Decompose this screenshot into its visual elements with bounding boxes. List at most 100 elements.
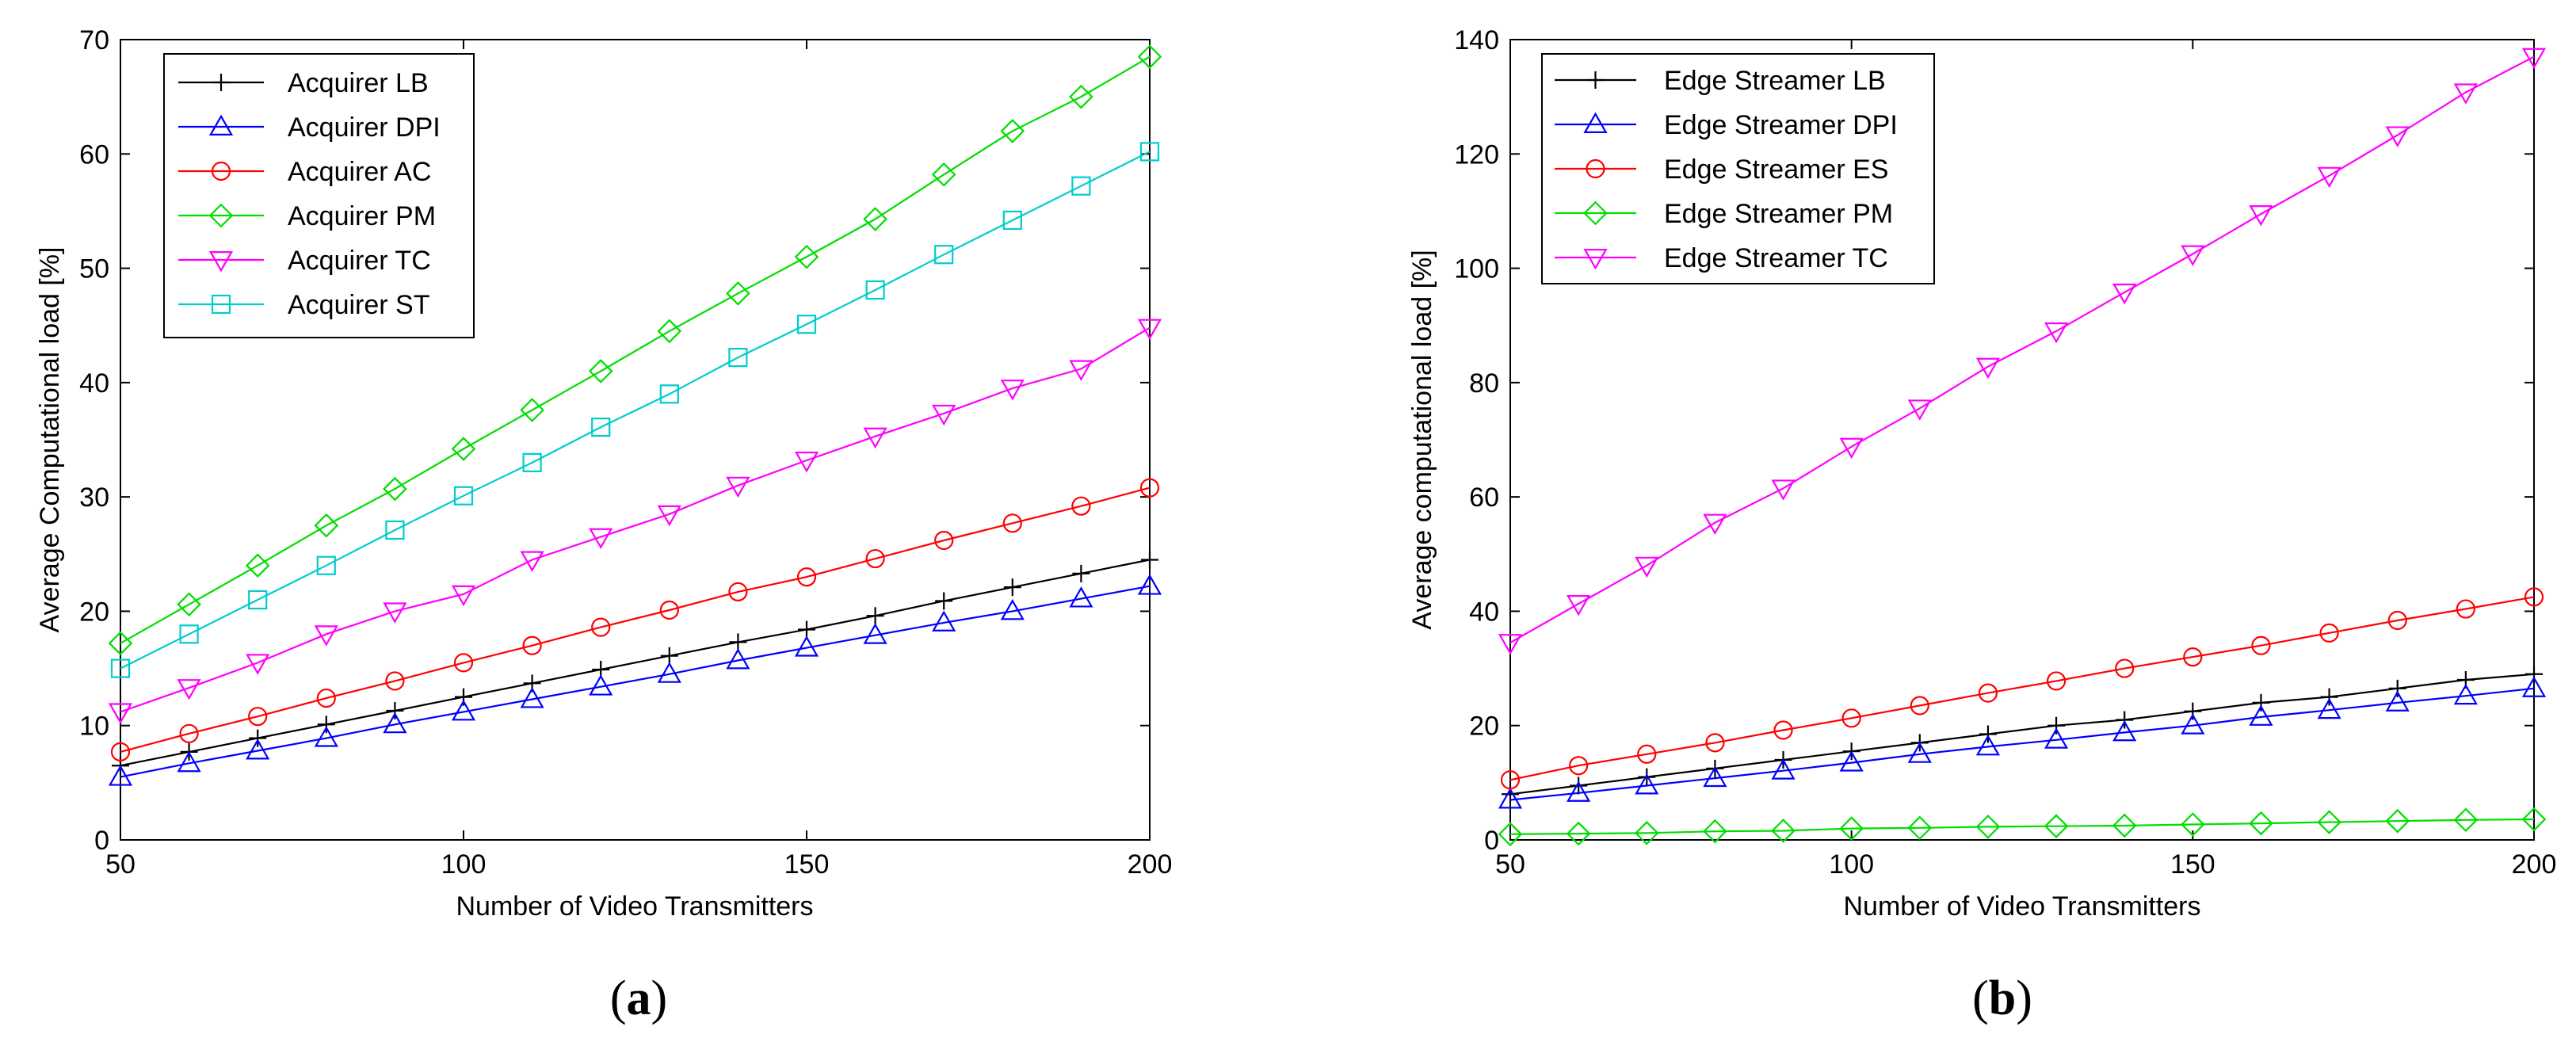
data-point-edge-streamer-tc xyxy=(1907,399,1932,421)
legend-marker xyxy=(212,74,230,91)
y-tick-label: 140 xyxy=(1454,25,1499,55)
series-edge-streamer-es xyxy=(1500,587,2544,790)
data-point-acquirer-st xyxy=(110,658,131,678)
data-point-acquirer-ac xyxy=(385,671,405,691)
x-tick-label: 100 xyxy=(1829,849,1874,880)
data-point-edge-streamer-es xyxy=(1705,733,1725,753)
data-point-acquirer-ac xyxy=(796,567,817,587)
data-point-edge-streamer-lb xyxy=(1570,777,1588,795)
chart-b-series xyxy=(1498,48,2547,847)
data-point-edge-streamer-tc xyxy=(1839,437,1864,460)
series-line-edge-streamer-es xyxy=(1509,596,2535,781)
legend-marker xyxy=(1583,249,1608,270)
data-point-acquirer-ac xyxy=(659,600,679,620)
chart-a-series xyxy=(108,44,1162,786)
data-point-acquirer-pm xyxy=(588,359,613,384)
data-point-acquirer-tc xyxy=(657,505,681,527)
data-point-acquirer-lb xyxy=(1141,551,1158,569)
legend-label: Acquirer DPI xyxy=(288,113,441,143)
y-tick-label: 60 xyxy=(79,139,109,170)
data-point-acquirer-ac xyxy=(248,707,268,727)
data-point-edge-streamer-dpi xyxy=(2044,727,2069,749)
data-point-edge-streamer-pm xyxy=(2044,814,2069,838)
y-tick-label: 20 xyxy=(79,597,109,627)
data-point-edge-streamer-tc xyxy=(2317,166,2341,189)
series-edge-streamer-lb xyxy=(1502,665,2543,803)
data-point-edge-streamer-tc xyxy=(2453,83,2478,105)
data-point-acquirer-st xyxy=(865,280,885,300)
data-point-acquirer-ac xyxy=(1071,496,1091,516)
data-point-acquirer-ac xyxy=(179,723,199,743)
y-tick-label: 40 xyxy=(79,368,109,399)
data-point-acquirer-st xyxy=(728,348,748,368)
data-point-edge-streamer-pm xyxy=(1907,815,1933,841)
legend-marker xyxy=(1583,200,1608,226)
chart-a-xlabel: Number of Video Transmitters xyxy=(456,891,814,922)
legend-label: Edge Streamer PM xyxy=(1664,199,1893,229)
y-tick-label: 120 xyxy=(1454,139,1499,170)
data-point-acquirer-ac xyxy=(316,688,336,708)
data-point-acquirer-st xyxy=(796,315,817,334)
series-acquirer-ac xyxy=(110,478,1160,762)
data-point-edge-streamer-pm xyxy=(2249,811,2273,836)
data-point-acquirer-pm xyxy=(520,398,544,422)
data-point-edge-streamer-dpi xyxy=(2317,697,2341,719)
data-point-acquirer-tc xyxy=(589,528,613,550)
y-tick-label: 80 xyxy=(1469,368,1499,399)
legend-marker xyxy=(208,203,234,228)
data-point-edge-streamer-pm xyxy=(2112,813,2137,838)
data-point-edge-streamer-dpi xyxy=(1635,773,1659,795)
chart-b-ticks: 50 100 150 200 0 20 40 60 80 100 120 140 xyxy=(1454,25,2556,880)
data-point-edge-streamer-es xyxy=(2524,587,2544,607)
chart-b: 50 100 150 200 0 20 40 60 80 100 120 140 Edge Strea… xyxy=(1407,25,2556,1025)
series-line-edge-streamer-dpi xyxy=(1509,687,2535,801)
data-point-edge-streamer-lb xyxy=(2047,716,2066,735)
data-point-acquirer-dpi xyxy=(177,750,201,773)
y-tick-label: 50 xyxy=(79,254,109,284)
data-point-acquirer-dpi xyxy=(932,610,956,632)
data-point-edge-streamer-pm xyxy=(1975,815,2001,839)
data-point-edge-streamer-pm xyxy=(1839,816,1864,841)
data-point-acquirer-dpi xyxy=(383,712,407,734)
data-point-acquirer-st xyxy=(316,555,336,575)
data-point-acquirer-tc xyxy=(246,654,270,675)
legend-entry-edge-streamer-pm: Edge Streamer PM xyxy=(1555,199,1893,229)
data-point-edge-streamer-es xyxy=(1637,744,1657,764)
y-tick-label: 60 xyxy=(1469,483,1499,513)
chart-a-ticks: 50 100 150 200 0 10 20 30 40 50 60 70 xyxy=(79,25,1172,880)
legend-entry-edge-streamer-tc: Edge Streamer TC xyxy=(1555,243,1888,273)
data-point-acquirer-tc xyxy=(177,679,201,700)
data-point-acquirer-dpi xyxy=(108,765,133,786)
data-point-edge-streamer-dpi xyxy=(1703,765,1727,788)
data-point-edge-streamer-es xyxy=(1500,770,1521,790)
data-point-acquirer-st xyxy=(248,590,268,610)
data-point-edge-streamer-es xyxy=(2115,658,2135,678)
data-point-edge-streamer-pm xyxy=(1634,821,1659,845)
data-point-edge-streamer-tc xyxy=(1771,479,1796,501)
data-point-acquirer-dpi xyxy=(863,623,887,644)
data-point-acquirer-pm xyxy=(177,592,201,617)
data-point-acquirer-lb xyxy=(729,633,747,651)
legend-entry-acquirer-st: Acquirer ST xyxy=(178,290,430,320)
data-point-edge-streamer-dpi xyxy=(1498,788,1523,809)
data-point-acquirer-st xyxy=(934,245,954,265)
data-point-edge-streamer-tc xyxy=(2249,205,2273,227)
data-point-edge-streamer-pm xyxy=(2317,810,2341,834)
data-point-acquirer-lb xyxy=(660,647,678,665)
series-edge-streamer-dpi xyxy=(1498,676,2547,809)
y-tick-label: 0 xyxy=(94,826,109,856)
data-point-acquirer-dpi xyxy=(589,674,613,696)
series-line-acquirer-dpi xyxy=(120,585,1151,778)
data-point-edge-streamer-dpi xyxy=(2521,676,2547,697)
legend-label: Acquirer ST xyxy=(288,290,430,320)
data-point-edge-streamer-dpi xyxy=(2385,690,2410,712)
series-line-edge-streamer-pm xyxy=(1509,818,2535,835)
data-point-edge-streamer-dpi xyxy=(1567,780,1591,802)
legend-label: Edge Streamer DPI xyxy=(1664,110,1898,140)
data-point-acquirer-st xyxy=(179,624,199,644)
legend-entry-acquirer-tc: Acquirer TC xyxy=(178,246,431,276)
data-point-acquirer-dpi xyxy=(1000,599,1025,620)
data-point-acquirer-lb xyxy=(866,607,884,625)
data-point-acquirer-tc xyxy=(1069,360,1093,381)
